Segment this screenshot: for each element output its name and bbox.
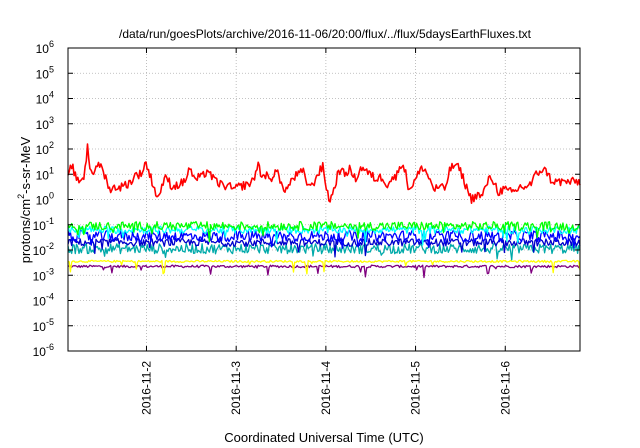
- series-line: [67, 259, 581, 275]
- y-axis-label: protons/cm2-s-sr-MeV: [16, 136, 33, 263]
- x-axis: 2016-11-2 2016-11-3 2016-11-4 2016-11-5 2016…: [139, 48, 512, 415]
- y-tick-label: 10-1: [33, 216, 54, 233]
- y-axis: 10-6 10-5 10-4 10-3 10-2 10-1 100 101 102 103 104 1…: [33, 39, 580, 359]
- y-label-part2: -s-sr-MeV: [18, 136, 33, 193]
- x-tick-label: 2016-11-5: [409, 361, 423, 415]
- y-label-exponent: 2: [16, 194, 26, 199]
- y-tick-label: 10-4: [33, 292, 54, 309]
- y-tick-label: 101: [36, 165, 54, 182]
- y-tick-label: 106: [36, 39, 54, 56]
- y-tick-label: 105: [36, 64, 54, 81]
- x-tick-label: 2016-11-4: [319, 361, 333, 415]
- series-line: [67, 220, 581, 243]
- series-line: [67, 143, 581, 204]
- y-tick-label: 104: [36, 90, 54, 107]
- y-label-part1: protons/cm: [18, 199, 33, 263]
- x-tick-label: 2016-11-2: [139, 361, 153, 415]
- series-group: [67, 143, 581, 279]
- y-tick-label: 10-3: [33, 266, 54, 283]
- x-tick-label: 2016-11-6: [498, 361, 512, 415]
- x-tick-label: 2016-11-3: [229, 361, 243, 415]
- y-tick-label: 100: [36, 191, 54, 208]
- x-axis-label: Coordinated Universal Time (UTC): [224, 430, 423, 445]
- y-tick-label: 102: [36, 140, 54, 157]
- grid-lines: [68, 48, 580, 351]
- y-tick-label: 10-6: [33, 342, 54, 359]
- series-line: [67, 229, 581, 250]
- y-tick-label: 10-2: [33, 241, 54, 258]
- chart-title: /data/run/goesPlots/archive/2016-11-06/2…: [119, 27, 532, 41]
- y-tick-label: 103: [36, 115, 54, 132]
- series-line: [67, 238, 581, 258]
- y-tick-label: 10-5: [33, 317, 54, 334]
